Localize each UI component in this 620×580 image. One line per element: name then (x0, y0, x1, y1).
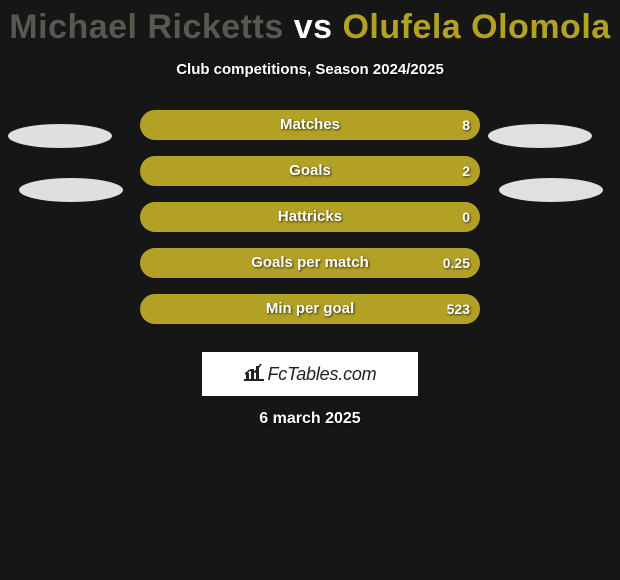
stat-label: Hattricks (140, 202, 480, 232)
stat-label: Matches (140, 110, 480, 140)
logo-text: FcTables.com (268, 364, 377, 385)
stat-bar: Goals per match0.25 (140, 248, 480, 278)
player1-name: Michael Ricketts (9, 8, 283, 46)
fctables-logo-badge: FcTables.com (202, 352, 418, 396)
comparison-title: Michael Ricketts vs Olufela Olomola (0, 0, 620, 47)
decorative-ellipse (499, 178, 603, 202)
chart-icon (244, 363, 264, 386)
decorative-ellipse (488, 124, 592, 148)
stat-value: 0.25 (443, 248, 470, 278)
stat-bar: Matches8 (140, 110, 480, 140)
decorative-ellipse (19, 178, 123, 202)
stat-label: Goals (140, 156, 480, 186)
stat-row: Min per goal523 (0, 294, 620, 324)
stat-row: Hattricks0 (0, 202, 620, 232)
stat-label: Min per goal (140, 294, 480, 324)
stat-bar: Hattricks0 (140, 202, 480, 232)
date-text: 6 march 2025 (0, 410, 620, 428)
stat-value: 523 (447, 294, 470, 324)
subtitle: Club competitions, Season 2024/2025 (0, 61, 620, 78)
stat-row: Goals per match0.25 (0, 248, 620, 278)
stat-value: 0 (462, 202, 470, 232)
stat-value: 8 (462, 110, 470, 140)
stat-bar: Min per goal523 (140, 294, 480, 324)
decorative-ellipse (8, 124, 112, 148)
player2-name: Olufela Olomola (342, 8, 610, 46)
vs-text: vs (284, 8, 343, 46)
stat-label: Goals per match (140, 248, 480, 278)
stat-bar: Goals2 (140, 156, 480, 186)
stat-value: 2 (462, 156, 470, 186)
